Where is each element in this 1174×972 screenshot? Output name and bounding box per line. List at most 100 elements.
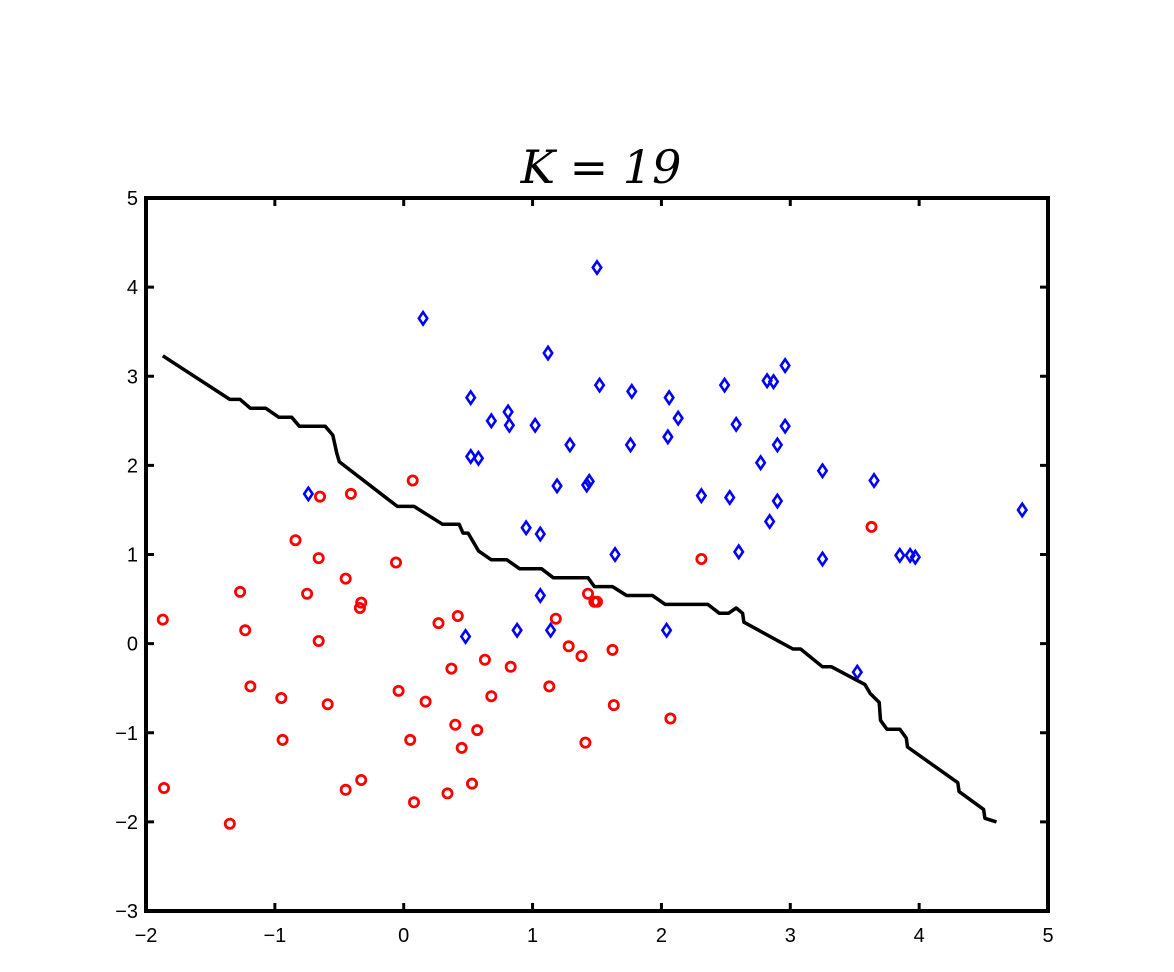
blue-diamond-point [464,389,477,407]
blue-diamond-point [695,487,708,505]
red-circle-point [355,774,368,787]
blue-diamond-point [663,389,675,407]
blue-diamond-point [511,621,523,639]
red-circle-point [276,733,289,746]
red-circle-point [575,650,588,663]
blue-diamond-point [544,621,557,639]
blue-diamond-point [302,485,315,503]
blue-diamond-point [763,513,776,531]
blue-diamond-point [529,416,541,434]
red-circle-point [591,595,604,608]
blue-diamond-point [816,550,829,568]
blue-diamond-point [624,436,637,454]
decision-boundary-line [161,354,998,824]
red-circle-point [289,534,302,547]
blue-diamond-point [816,462,829,480]
red-circle-point [321,698,334,711]
x-tick-label: 1 [527,925,538,947]
red-circle-point [664,712,677,725]
red-circle-point [432,617,445,630]
blue-diamond-point [534,525,547,543]
x-tick-label: −2 [135,925,158,947]
red-circle-point [606,643,619,656]
x-tick-label: 5 [1042,925,1053,947]
x-tick-label: 3 [785,925,796,947]
blue-diamond-point [551,477,563,495]
red-circle-point [275,692,288,705]
red-circle-point [223,817,236,830]
red-circle-point [582,587,595,600]
red-circle-point [543,680,556,693]
blue-diamond-point [503,416,516,434]
chart-title: K = 19 [520,140,682,194]
blue-diamond-point [593,376,606,394]
blue-diamond-point [472,449,485,467]
blue-diamond-point [660,621,673,639]
blue-diamond-point [591,258,603,277]
blue-diamond-point [771,436,784,454]
red-circle-point [407,796,420,809]
blue-diamond-point [732,543,745,561]
blue-diamond-point [534,586,547,605]
blue-diamond-point [1016,501,1028,519]
red-circle-point [478,653,491,666]
red-circle-point [344,487,357,500]
red-circle-point [239,624,252,637]
plot-area [156,258,1028,830]
blue-diamond-point [626,382,638,400]
red-circle-point [404,733,417,746]
blue-diamond-point [609,545,621,564]
red-circle-point [234,585,247,598]
red-circle-point [449,718,462,731]
red-circle-point [471,724,484,737]
red-circle-point [312,552,325,565]
red-circle-point [865,520,878,533]
red-circle-point [389,556,402,569]
y-tick-label: 2 [127,455,138,477]
blue-diamond-point [580,476,593,494]
blue-diamond-point [771,492,784,510]
red-circle-point [579,736,592,749]
red-circle-point [313,490,326,503]
red-circle-point [504,660,517,673]
red-circle-point [339,572,352,585]
blue-diamond-point [485,412,498,430]
x-tick-label: 2 [656,925,667,947]
red-circle-point [339,783,352,796]
red-circle-point [465,777,478,790]
blue-diamond-point [718,376,731,394]
x-tick-label: 0 [398,925,409,947]
y-tick-label: −2 [115,812,138,834]
red-circle-point [562,640,575,653]
blue-diamond-point [767,373,780,391]
red-circle-point [392,684,405,697]
blue-diamond-point [779,357,791,375]
blue-diamond-point [754,454,767,472]
blue-diamond-point [564,436,576,454]
blue-diamond-point [520,519,532,537]
red-circle-point [485,690,498,703]
blue-diamond-point [459,627,472,646]
y-tick-label: 1 [127,545,138,567]
red-circle-point [301,587,314,600]
red-circle-point [353,602,366,615]
red-circle-point [419,695,432,708]
y-tick-label: −1 [115,723,138,745]
red-circle-point [244,680,257,693]
x-tick-label: 4 [914,925,925,947]
blue-diamond-point [909,548,922,566]
red-circle-point [157,782,170,795]
blue-diamond-point [662,428,674,446]
blue-diamond-point [417,309,429,327]
red-circle-point [695,553,708,566]
red-circle-point [406,474,419,487]
x-tick-label: −1 [263,925,286,947]
red-circle-point [312,635,325,648]
blue-diamond-point [464,447,477,465]
red-circle-point [445,662,458,675]
blue-diamond-point [894,546,906,564]
blue-diamond-point [502,403,514,421]
red-circle-point [455,741,468,754]
